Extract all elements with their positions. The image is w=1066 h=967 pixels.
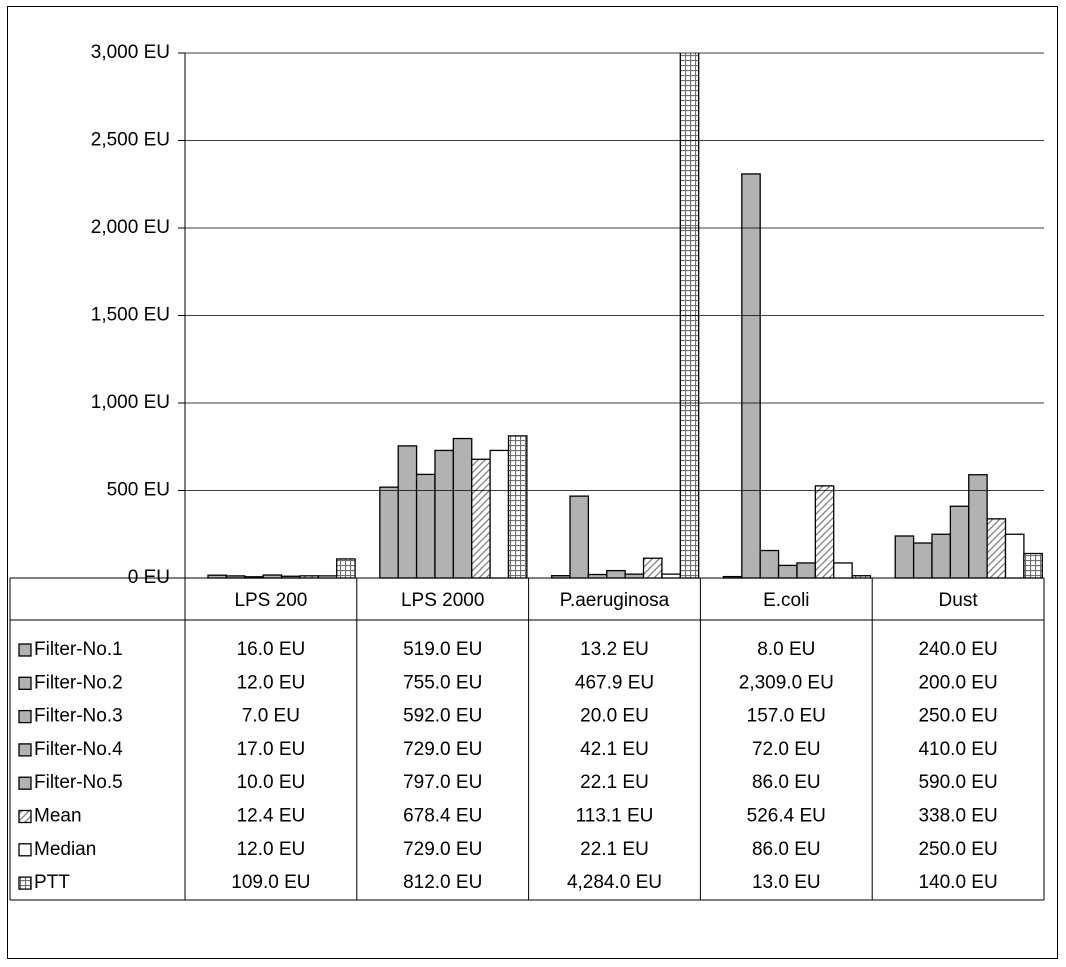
bar xyxy=(912,542,933,579)
y-tick-label: 2,000 EU xyxy=(91,217,170,238)
bar xyxy=(679,53,700,579)
table-cell: 592.0 EU xyxy=(403,706,482,727)
legend-label: Filter-No.3 xyxy=(34,706,123,727)
table-cell: 797.0 EU xyxy=(403,772,482,793)
legend-swatch xyxy=(18,743,32,757)
table-cell: 16.0 EU xyxy=(237,639,306,660)
bar xyxy=(1004,533,1025,579)
table-cell: 729.0 EU xyxy=(403,839,482,860)
table-cell: 410.0 EU xyxy=(918,739,997,760)
table-cell: 7.0 EU xyxy=(242,706,300,727)
legend-label: Median xyxy=(34,839,96,860)
bar xyxy=(661,573,681,579)
legend-swatch xyxy=(18,809,32,824)
table-cell: 8.0 EU xyxy=(757,639,815,660)
table-cell: 729.0 EU xyxy=(403,739,482,760)
bar xyxy=(606,569,626,579)
table-cell: 250.0 EU xyxy=(918,839,997,860)
table-cell: 22.1 EU xyxy=(580,839,649,860)
x-tick-label: LPS 200 xyxy=(234,590,307,611)
table-cell: 113.1 EU xyxy=(576,806,654,827)
x-tick-label: P.aeruginosa xyxy=(560,590,670,611)
bar xyxy=(814,485,835,579)
y-tick-label: 2,500 EU xyxy=(91,130,170,151)
table-cell: 157.0 EU xyxy=(747,706,826,727)
table-cell: 17.0 EU xyxy=(237,739,306,760)
bar xyxy=(1023,552,1043,579)
bar xyxy=(777,564,798,579)
bar xyxy=(759,549,780,579)
table-cell: 755.0 EU xyxy=(403,672,482,693)
table-cell: 200.0 EU xyxy=(918,672,997,693)
chart-frame xyxy=(7,6,1058,959)
legend-label: PTT xyxy=(34,872,70,893)
x-tick-label: Dust xyxy=(939,590,979,611)
bar xyxy=(587,573,608,579)
table-cell: 20.0 EU xyxy=(580,706,649,727)
table-cell: 86.0 EU xyxy=(752,839,821,860)
table-cell: 13.2 EU xyxy=(580,639,649,660)
legend-swatch xyxy=(18,676,32,690)
bar xyxy=(931,533,952,579)
legend-swatch xyxy=(18,776,32,790)
table-cell: 467.9 EU xyxy=(575,672,654,693)
table-cell: 72.0 EU xyxy=(752,739,821,760)
bar xyxy=(489,449,510,579)
table-cell: 12.4 EU xyxy=(237,806,306,827)
bar xyxy=(452,437,473,579)
x-tick-label: E.coli xyxy=(763,590,809,611)
bar xyxy=(624,573,645,579)
table-cell: 2,309.0 EU xyxy=(739,672,834,693)
bar xyxy=(415,473,436,579)
bar xyxy=(507,435,528,579)
table-cell: 519.0 EU xyxy=(403,639,482,660)
bar xyxy=(949,505,970,579)
y-tick-label: 3,000 EU xyxy=(91,42,170,63)
table-cell: 590.0 EU xyxy=(918,772,997,793)
bar xyxy=(833,562,853,579)
table-cell: 12.0 EU xyxy=(237,672,306,693)
y-tick-label: 1,500 EU xyxy=(91,305,170,326)
table-cell: 13.0 EU xyxy=(752,872,821,893)
x-tick-label: LPS 2000 xyxy=(401,590,484,611)
table-cell: 22.1 EU xyxy=(580,772,649,793)
table-cell: 109.0 EU xyxy=(231,872,310,893)
legend-swatch xyxy=(18,843,32,857)
legend-swatch xyxy=(18,709,32,724)
bar xyxy=(894,535,915,579)
table-cell: 86.0 EU xyxy=(752,772,821,793)
bar xyxy=(397,445,418,579)
table-cell: 10.0 EU xyxy=(237,772,306,793)
bar xyxy=(471,458,491,579)
legend-swatch xyxy=(18,876,32,890)
table-cell: 240.0 EU xyxy=(918,639,997,660)
legend-label: Mean xyxy=(34,806,82,827)
table-cell: 678.4 EU xyxy=(403,806,482,827)
bar xyxy=(986,518,1007,579)
bar xyxy=(336,558,356,579)
legend-label: Filter-No.1 xyxy=(34,639,123,660)
table-cell: 526.4 EU xyxy=(747,806,826,827)
table-cell: 250.0 EU xyxy=(918,706,997,727)
bar xyxy=(642,557,663,579)
table-cell: 338.0 EU xyxy=(918,806,997,827)
y-tick-label: 1,000 EU xyxy=(91,392,170,413)
table-cell: 140.0 EU xyxy=(918,872,997,893)
bar xyxy=(569,495,590,579)
legend-swatch xyxy=(18,643,32,657)
bar xyxy=(741,173,761,579)
legend-label: Filter-No.4 xyxy=(34,739,123,760)
bar xyxy=(379,486,399,579)
table-cell: 4,284.0 EU xyxy=(567,872,662,893)
table-cell: 12.0 EU xyxy=(237,839,306,860)
table-cell: 42.1 EU xyxy=(580,739,649,760)
bar xyxy=(434,449,455,579)
table-cell: 812.0 EU xyxy=(403,872,482,893)
legend-label: Filter-No.2 xyxy=(34,672,123,693)
bar xyxy=(796,562,816,579)
legend-label: Filter-No.5 xyxy=(34,772,123,793)
y-tick-label: 500 EU xyxy=(107,480,170,501)
